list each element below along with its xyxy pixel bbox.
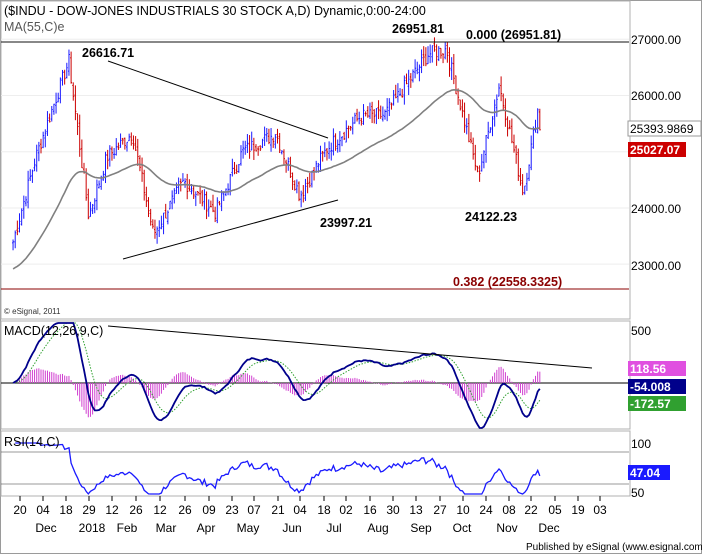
x-day-label: 10: [456, 503, 470, 517]
x-day-label: 19: [571, 503, 585, 517]
label-fib-382: 0.382 (22558.3325): [453, 275, 562, 289]
x-day-label: 09: [202, 503, 216, 517]
x-day-label: 12: [105, 503, 119, 517]
signal-value-box: [628, 396, 686, 411]
price-tick: 24000.00: [631, 202, 681, 216]
macd-plot-area: [0, 320, 631, 430]
label-low-oct: 24122.23: [465, 210, 517, 224]
x-month-label: Jul: [326, 521, 341, 535]
x-month-label: Oct: [453, 521, 472, 535]
macd-trendline: [107, 325, 593, 369]
price-candles: [12, 37, 541, 251]
ma-value: 25027.07: [630, 143, 680, 157]
x-day-label: 07: [247, 503, 261, 517]
x-month-label: May: [237, 521, 260, 535]
ma-value-box: [628, 142, 686, 157]
x-day-label: 05: [548, 503, 562, 517]
x-day-label: 26: [129, 503, 143, 517]
price-tick: 23000.00: [631, 259, 681, 273]
x-day-label: 18: [59, 503, 73, 517]
x-day-label: 08: [502, 503, 516, 517]
macd-panel: MACD(12,26,9,C) 500 118.56 -54.008 -172.…: [0, 320, 686, 430]
price-axis: 27000.00 26000.00 25000.00 24000.00 2300…: [627, 33, 702, 273]
macd-hist-value: 118.56: [630, 362, 666, 376]
x-day-label: 22: [524, 503, 538, 517]
footer-text: Published by eSignal (www.esignal.com): [526, 542, 702, 553]
rsi-panel: RSI(14,C) 100 50 47.04: [0, 430, 670, 500]
chart-title: ($INDU - DOW-JONES INDUSTRIALS 30 STOCK …: [4, 4, 426, 18]
macd-tick: 500: [631, 324, 651, 338]
x-day-label: 13: [409, 503, 423, 517]
macd-label: MACD(12,26,9,C): [4, 324, 103, 338]
rsi-value-box: [628, 465, 670, 480]
x-day-label: 04: [36, 503, 50, 517]
x-month-label: Feb: [117, 521, 138, 535]
x-axis: 20 04 18 29 12 26 12 26 09 23 07 21 04 18 02 16 30 13 27 10…: [13, 496, 607, 535]
label-fib-0: 0.000 (26951.81): [466, 28, 561, 42]
rsi-value: 47.04: [630, 466, 660, 480]
x-month-label: Dec: [538, 521, 559, 535]
x-day-label: 27: [433, 503, 447, 517]
last-price-box: [627, 120, 702, 137]
x-month-label: Nov: [496, 521, 517, 535]
rsi-tick: 100: [631, 437, 651, 451]
x-day-label: 20: [13, 503, 27, 517]
x-month-label: Aug: [367, 521, 388, 535]
last-price-value: 25393.9869: [630, 122, 694, 136]
rsi-line: [15, 442, 541, 495]
x-day-label: 03: [593, 503, 607, 517]
macd-signal-line: [13, 322, 541, 419]
x-month-label: Jun: [282, 521, 301, 535]
price-tick: 26000.00: [631, 89, 681, 103]
label-peak-oct: 26951.81: [392, 22, 444, 36]
x-day-ticks: 20 04 18 29 12 26 12 26 09 23 07 21 04 18 02 16 30 13 27 10…: [13, 496, 607, 517]
x-day-label: 02: [339, 503, 353, 517]
price-panel: ($INDU - DOW-JONES INDUSTRIALS 30 STOCK …: [0, 0, 702, 320]
label-low-jul: 23997.21: [320, 216, 372, 230]
lower-trendline: [122, 199, 339, 260]
copyright-text: © eSignal, 2011: [4, 307, 61, 316]
price-grid: [1, 38, 629, 265]
macd-value: -54.008: [630, 380, 671, 394]
macd-line: [12, 322, 541, 429]
rsi-plot-area: [0, 430, 631, 497]
macd-value-box: [628, 379, 686, 394]
x-day-label: 24: [479, 503, 493, 517]
x-day-label: 21: [271, 503, 285, 517]
x-month-label: Dec: [35, 521, 56, 535]
x-day-label: 12: [153, 503, 167, 517]
rsi-tick: 50: [631, 486, 645, 500]
x-day-label: 16: [363, 503, 377, 517]
x-month-ticks: Dec 2018 Feb Mar Apr May Jun Jul Aug Sep Oct Nov Dec: [35, 521, 559, 535]
x-month-label: 2018: [79, 521, 106, 535]
x-month-label: Mar: [156, 521, 177, 535]
signal-value: -172.57: [630, 397, 671, 411]
x-month-label: Sep: [410, 521, 432, 535]
ma-label: MA(55,C)e: [4, 20, 64, 34]
price-tick: 27000.00: [631, 33, 681, 47]
x-day-label: 23: [225, 503, 239, 517]
upper-trendline: [107, 60, 329, 139]
label-peak-jan: 26616.71: [82, 46, 134, 60]
x-day-label: 30: [386, 503, 400, 517]
macd-hist-box: [628, 361, 686, 376]
x-day-label: 04: [293, 503, 307, 517]
x-day-label: 29: [82, 503, 96, 517]
x-day-label: 18: [317, 503, 331, 517]
x-month-label: Apr: [197, 521, 216, 535]
rsi-label: RSI(14,C): [4, 435, 60, 449]
x-day-label: 26: [178, 503, 192, 517]
ma-line: [12, 88, 540, 270]
